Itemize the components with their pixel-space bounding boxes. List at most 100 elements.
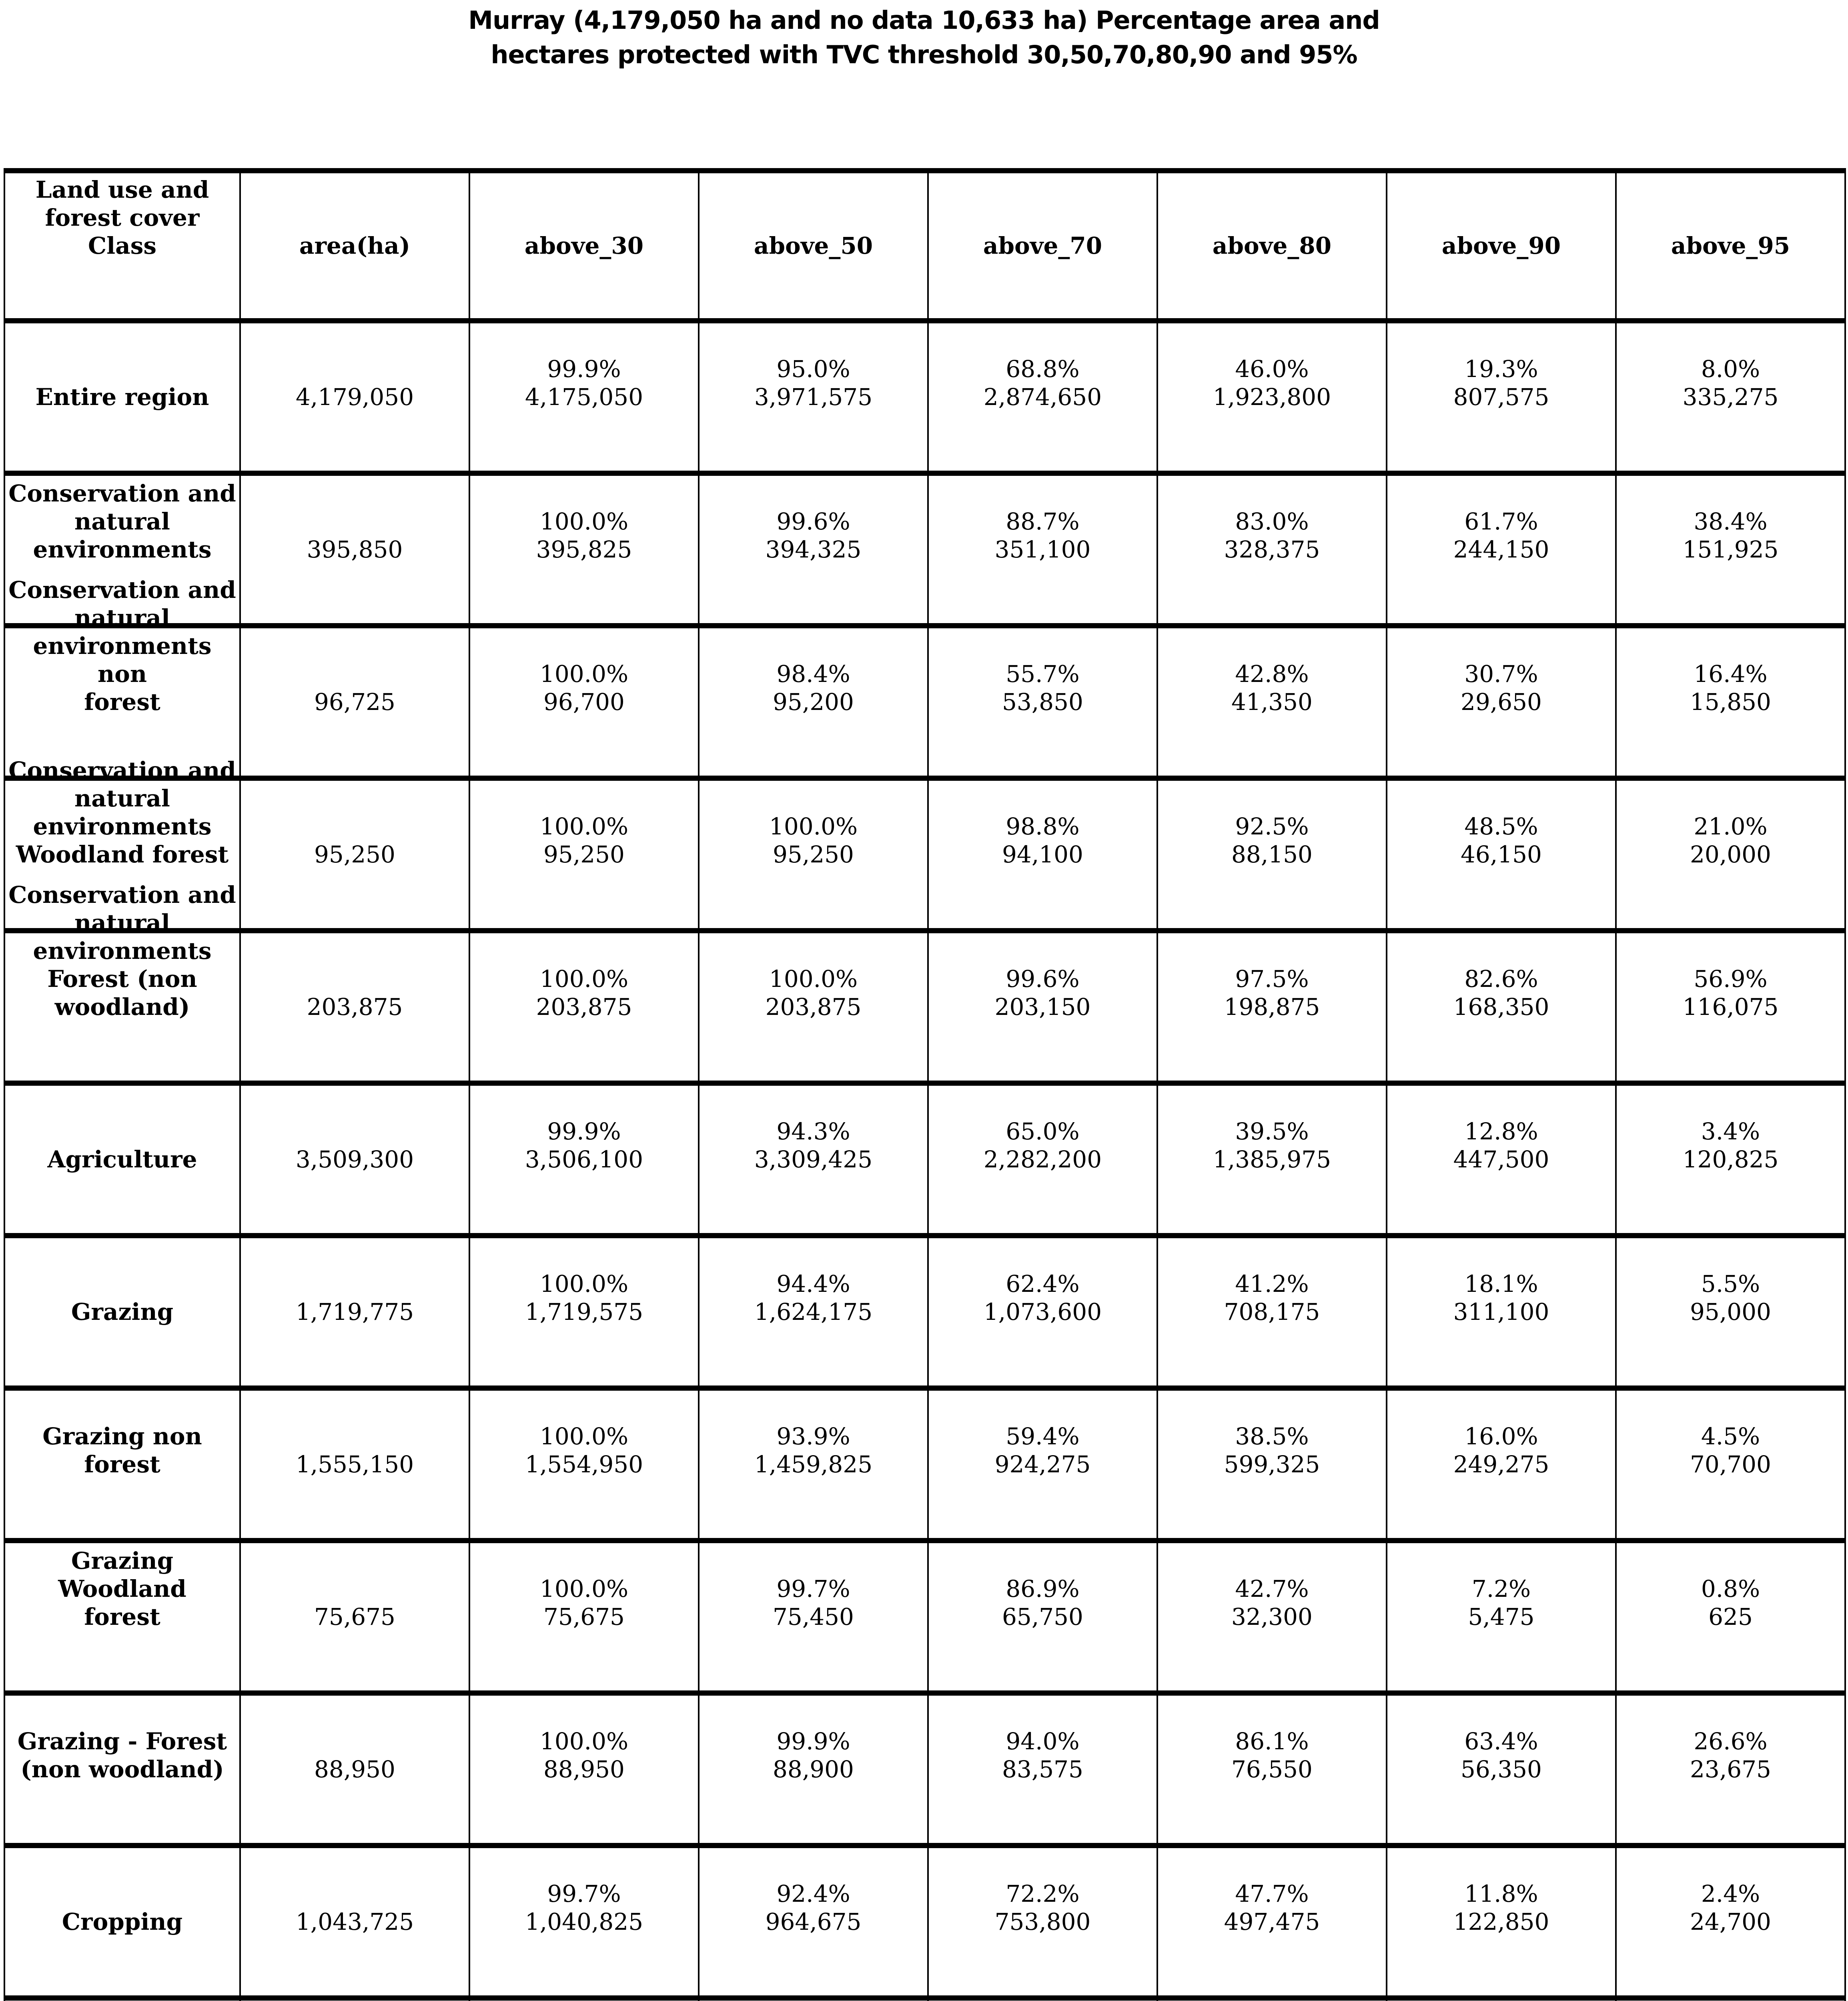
ha-value: 168,350: [1453, 993, 1549, 1021]
area-value: 1,719,775: [295, 1298, 414, 1325]
threshold-cell: 5.5% 95,000: [1617, 1238, 1846, 1391]
threshold-values: 26.6% 23,675: [1617, 1727, 1844, 1783]
threshold-cell: 100.0% 95,250: [470, 781, 700, 933]
header-label-above-30: above_30: [524, 232, 644, 259]
ha-value: 1,040,825: [525, 1908, 643, 1935]
ha-value: 203,875: [765, 993, 862, 1021]
threshold-values: 97.5% 198,875: [1158, 965, 1386, 1021]
pct-value: 38.4%: [1694, 508, 1768, 535]
threshold-values: 12.8% 447,500: [1387, 1117, 1615, 1173]
ha-value: 335,275: [1682, 383, 1779, 411]
threshold-values: 83.0% 328,375: [1158, 507, 1386, 563]
threshold-values: 100.0% 203,875: [700, 965, 927, 1021]
pct-value: 42.8%: [1235, 660, 1309, 688]
threshold-cell: 47.7% 497,475: [1158, 1848, 1387, 2001]
header-label-above-80: above_80: [1212, 232, 1332, 259]
pct-value: 92.4%: [776, 1880, 850, 1907]
threshold-values: 100.0% 395,825: [470, 507, 698, 563]
threshold-cell: 46.0% 1,923,800: [1158, 323, 1387, 476]
pct-value: 99.6%: [1006, 965, 1080, 992]
ha-value: 95,250: [773, 841, 854, 868]
row-label: Entire region: [35, 383, 209, 411]
area-cell: 395,850: [241, 476, 470, 628]
threshold-values: 11.8% 122,850: [1387, 1880, 1615, 1936]
pct-value: 99.7%: [547, 1880, 621, 1907]
threshold-values: 56.9% 116,075: [1617, 965, 1844, 1021]
area-value: 395,850: [307, 536, 403, 563]
threshold-cell: 100.0% 96,700: [470, 628, 700, 781]
pct-value: 94.4%: [776, 1270, 850, 1297]
ha-value: 151,925: [1682, 536, 1779, 563]
area-cell: 1,043,725: [241, 1848, 470, 2001]
pct-value: 41.2%: [1235, 1270, 1309, 1297]
area-cell: 4,179,050: [241, 323, 470, 476]
threshold-cell: 92.4% 964,675: [700, 1848, 929, 2001]
header-cell-above-90: above_90: [1387, 173, 1617, 323]
ha-value: 1,923,800: [1213, 383, 1331, 411]
ha-value: 3,506,100: [525, 1146, 643, 1173]
pct-value: 0.8%: [1701, 1575, 1760, 1602]
threshold-cell: 38.4% 151,925: [1617, 476, 1846, 628]
ha-value: 394,325: [765, 536, 862, 563]
ha-value: 20,000: [1690, 841, 1771, 868]
pct-value: 100.0%: [539, 508, 629, 535]
ha-value: 3,309,425: [754, 1146, 873, 1173]
area-value: 3,509,300: [295, 1146, 414, 1173]
threshold-cell: 16.0% 249,275: [1387, 1391, 1617, 1543]
row-label: Grazing Woodland forest: [58, 1547, 186, 1630]
threshold-cell: 19.3% 807,575: [1387, 323, 1617, 476]
pct-value: 3.4%: [1701, 1118, 1760, 1145]
threshold-values: 99.6% 203,150: [929, 965, 1157, 1021]
pct-value: 62.4%: [1006, 1270, 1080, 1297]
row-label-cell: Conservation and natural environments: [5, 476, 241, 628]
threshold-cell: 16.4% 15,850: [1617, 628, 1846, 781]
threshold-values: 100.0% 203,875: [470, 965, 698, 1021]
title-line2: hectares protected with TVC threshold 30…: [491, 40, 1357, 69]
pct-value: 12.8%: [1464, 1118, 1538, 1145]
header-cell-above-95: above_95: [1617, 173, 1846, 323]
threshold-values: 98.8% 94,100: [929, 812, 1157, 868]
ha-value: 599,325: [1224, 1451, 1320, 1478]
pct-value: 100.0%: [539, 1423, 629, 1450]
row-label-cell: Entire region: [5, 323, 241, 476]
row-label-cell: Grazing non forest: [5, 1391, 241, 1543]
threshold-cell: 72.2% 753,800: [929, 1848, 1158, 2001]
threshold-values: 30.7% 29,650: [1387, 660, 1615, 716]
threshold-cell: 61.7% 244,150: [1387, 476, 1617, 628]
pct-value: 72.2%: [1006, 1880, 1080, 1907]
pct-value: 4.5%: [1701, 1423, 1760, 1450]
area-cell: 3,509,300: [241, 1086, 470, 1238]
row-label-cell: Agriculture: [5, 1086, 241, 1238]
threshold-values: 100.0% 95,250: [470, 812, 698, 868]
row-label: Grazing - Forest (non woodland): [17, 1728, 227, 1783]
ha-value: 1,073,600: [983, 1298, 1102, 1325]
pct-value: 99.9%: [547, 355, 621, 383]
threshold-values: 65.0% 2,282,200: [929, 1117, 1157, 1173]
pct-value: 21.0%: [1694, 813, 1768, 840]
pct-value: 100.0%: [539, 965, 629, 992]
threshold-cell: 100.0% 203,875: [470, 933, 700, 1086]
ha-value: 924,275: [994, 1451, 1091, 1478]
ha-value: 122,850: [1453, 1908, 1549, 1935]
pct-value: 8.0%: [1701, 355, 1760, 383]
ha-value: 625: [1708, 1603, 1753, 1630]
threshold-cell: 97.5% 198,875: [1158, 933, 1387, 1086]
threshold-cell: 39.5% 1,385,975: [1158, 1086, 1387, 1238]
area-value: 96,725: [314, 688, 395, 716]
ha-value: 497,475: [1224, 1908, 1320, 1935]
ha-value: 311,100: [1453, 1298, 1549, 1325]
threshold-values: 3.4% 120,825: [1617, 1117, 1844, 1173]
threshold-values: 92.4% 964,675: [700, 1880, 927, 1936]
pct-value: 95.0%: [776, 355, 850, 383]
ha-value: 24,700: [1690, 1908, 1771, 1935]
ha-value: 75,675: [543, 1603, 625, 1630]
threshold-cell: 68.8% 2,874,650: [929, 323, 1158, 476]
pct-value: 18.1%: [1464, 1270, 1538, 1297]
threshold-values: 5.5% 95,000: [1617, 1270, 1844, 1326]
ha-value: 351,100: [994, 536, 1091, 563]
threshold-cell: 83.0% 328,375: [1158, 476, 1387, 628]
threshold-values: 2.4% 24,700: [1617, 1880, 1844, 1936]
header-cell-class: Land use and forest cover Class: [5, 173, 241, 323]
threshold-values: 93.9% 1,459,825: [700, 1422, 927, 1478]
ha-value: 244,150: [1453, 536, 1549, 563]
